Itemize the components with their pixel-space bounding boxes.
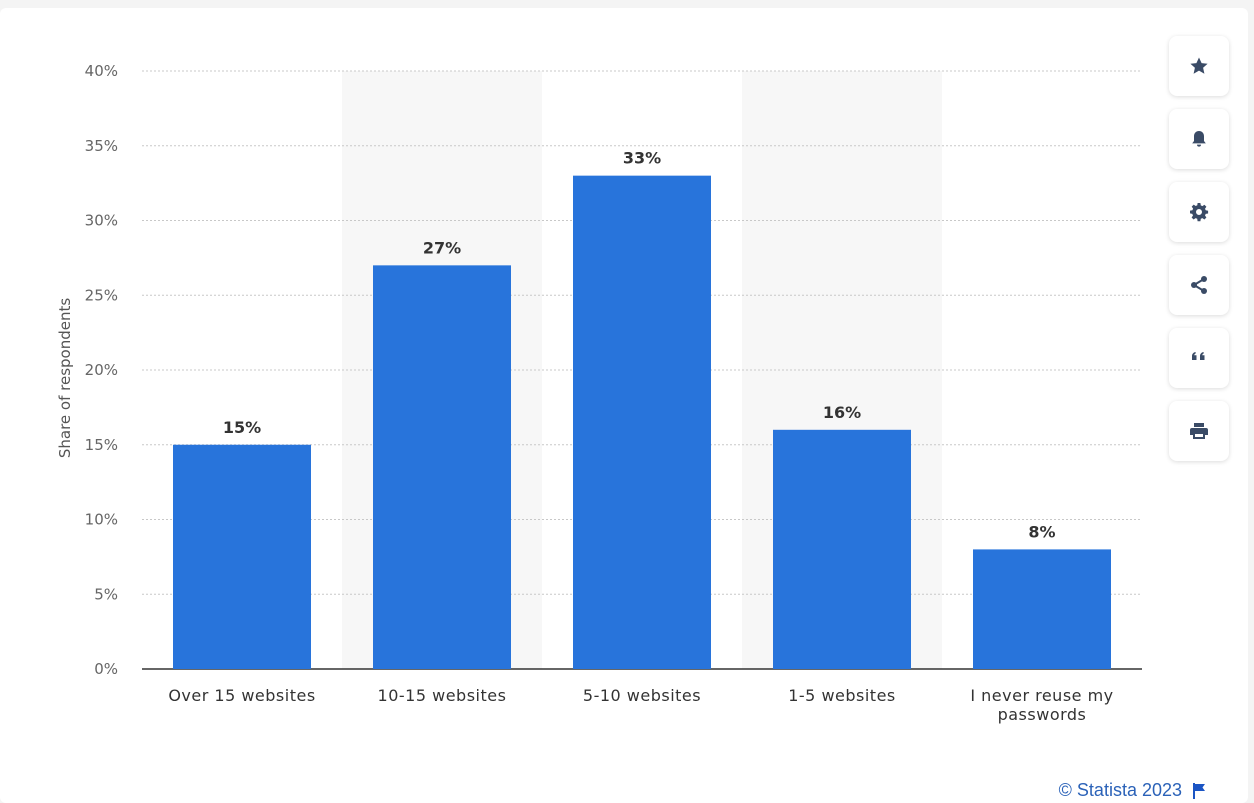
favorite-button[interactable] [1169,36,1229,96]
y-tick-label: 40% [85,62,118,80]
bar[interactable] [973,549,1111,669]
chart-toolbar [1169,36,1229,474]
settings-button[interactable] [1169,182,1229,242]
y-tick-label: 0% [94,660,118,678]
bar[interactable] [573,175,711,669]
y-tick-label: 10% [85,511,118,529]
y-tick-label: 5% [94,585,118,603]
x-tick-label: Over 15 websites [168,686,315,705]
bar[interactable] [373,265,511,669]
chart-card: 0% 5% 10% 15% 20% 25% 30% 35% 40% 15% 27% 33% 16% 8%… [0,8,1248,803]
x-tick-label: 1-5 websites [788,686,896,705]
data-label: 15% [223,418,261,437]
x-tick-label: 10-15 websites [378,686,507,705]
bar-chart: 0% 5% 10% 15% 20% 25% 30% 35% 40% 15% 27% 33% 16% 8%… [56,62,1142,724]
y-tick-label: 30% [85,212,118,230]
credit-text: © Statista 2023 [1058,780,1182,800]
y-tick-label: 15% [85,436,118,454]
x-tick-label: I never reuse my passwords [970,686,1113,724]
cite-button[interactable] [1169,328,1229,388]
quote-icon [1192,352,1205,360]
statista-credit[interactable]: © Statista 2023 [1059,780,1206,801]
y-tick-label: 25% [85,286,118,304]
star-icon [1190,57,1208,74]
data-label: 16% [823,403,861,422]
bar[interactable] [773,429,911,669]
gear-icon [1190,203,1209,222]
data-label: 27% [423,238,461,257]
y-axis-title: Share of respondents [56,298,74,459]
data-label: 33% [623,149,661,168]
flag-icon [1193,782,1205,799]
share-button[interactable] [1169,255,1229,315]
y-tick-label: 20% [85,361,118,379]
share-icon [1191,276,1207,294]
x-tick-label: 5-10 websites [583,686,701,705]
bar[interactable] [173,444,311,669]
notification-button[interactable] [1169,109,1229,169]
print-icon [1190,423,1208,439]
data-label: 8% [1028,522,1055,541]
print-button[interactable] [1169,401,1229,461]
bell-icon [1192,131,1206,147]
y-tick-label: 35% [85,137,118,155]
